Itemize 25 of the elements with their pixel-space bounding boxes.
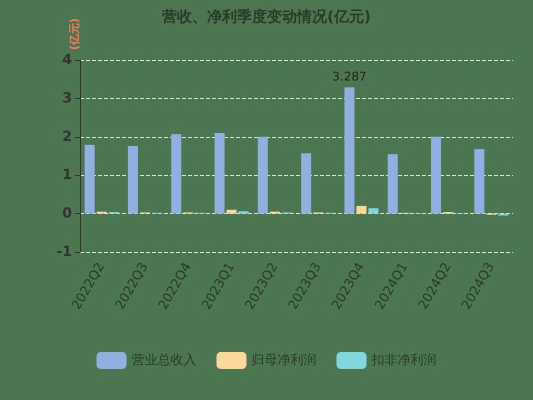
bar (388, 154, 398, 214)
y-tick-label: 0 (62, 206, 72, 222)
legend-label: 归母净利润 (252, 353, 316, 368)
bar (356, 206, 366, 214)
legend-label: 营业总收入 (132, 353, 196, 368)
bar (214, 132, 225, 214)
legend-label: 扣非净利润 (370, 353, 436, 368)
y-tick-label: 2 (62, 128, 72, 145)
bar (474, 149, 484, 214)
bar (171, 134, 182, 214)
y-tick-label: -1 (56, 244, 72, 260)
bar (431, 136, 442, 214)
bar (226, 210, 237, 214)
bar (258, 136, 268, 214)
bar (344, 87, 354, 214)
chart-title: 营收、净利季度变动情况(亿元) (161, 8, 371, 26)
bar (128, 146, 138, 214)
y-tick-label: 4 (62, 52, 72, 68)
data-label: 3.287 (332, 69, 367, 84)
bar (368, 208, 378, 214)
y-tick-label: 3 (62, 90, 72, 106)
bar (84, 144, 95, 214)
y-axis-title: (亿元) (68, 18, 81, 50)
bar (301, 153, 312, 214)
y-tick-label: 1 (62, 167, 72, 184)
